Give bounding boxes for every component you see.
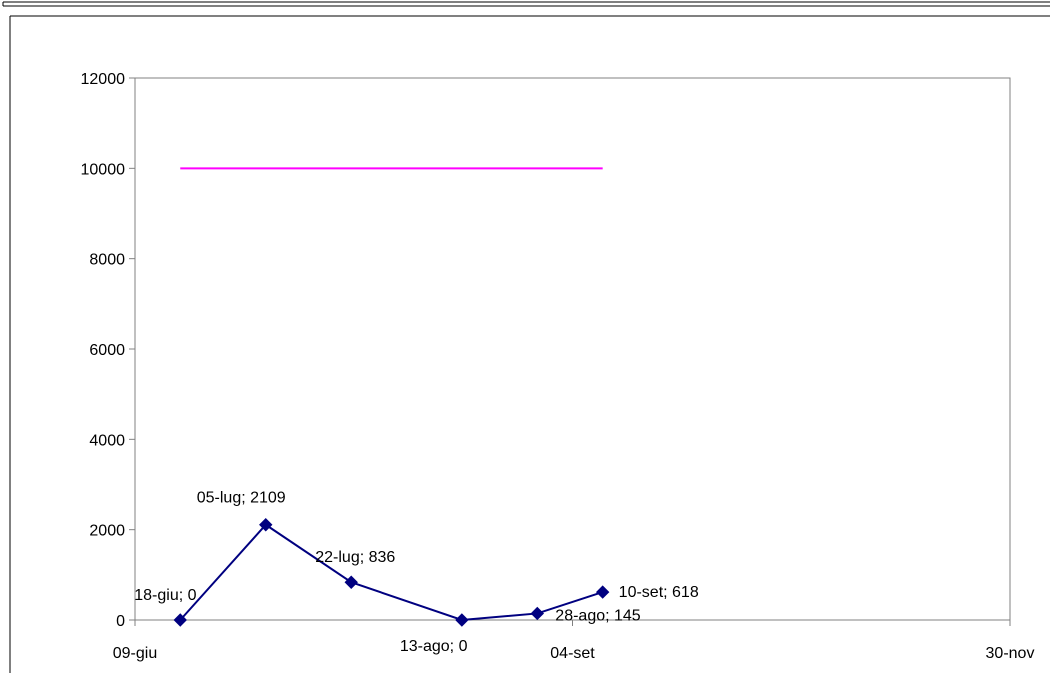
- x-tick-label-0: 09-giu: [113, 645, 157, 662]
- data-label-1: 05-lug; 2109: [197, 490, 286, 507]
- x-tick-label-1: 04-set: [550, 645, 595, 662]
- data-point-5: [595, 585, 610, 599]
- data-point-0: [173, 613, 187, 627]
- y-tick-label-0: 0: [116, 613, 125, 630]
- y-tick-label-6: 12000: [81, 71, 126, 88]
- data-label-2: 22-lug; 836: [315, 549, 395, 566]
- data-label-0: 18-giu; 0: [134, 587, 196, 604]
- y-tick-label-3: 6000: [89, 342, 125, 359]
- y-tick-label-5: 10000: [81, 161, 126, 178]
- data-label-3: 13-ago; 0: [400, 638, 468, 655]
- y-tick-label-1: 2000: [89, 523, 125, 540]
- data-label-5: 10-set; 618: [619, 584, 699, 601]
- data-point-4: [530, 606, 545, 621]
- data-point-1: [259, 518, 273, 532]
- data-point-3: [455, 613, 469, 627]
- data-label-4: 28-ago; 145: [555, 607, 641, 624]
- x-tick-label-2: 30-nov: [986, 645, 1035, 662]
- main-series-line: [179, 523, 603, 622]
- data-point-2: [344, 575, 358, 589]
- y-tick-label-2: 4000: [89, 432, 125, 449]
- y-tick-label-4: 8000: [89, 252, 125, 269]
- plot-area: 0 2000 4000 6000 8000 10000 12000 09-giu 04-set 3…: [81, 71, 1035, 662]
